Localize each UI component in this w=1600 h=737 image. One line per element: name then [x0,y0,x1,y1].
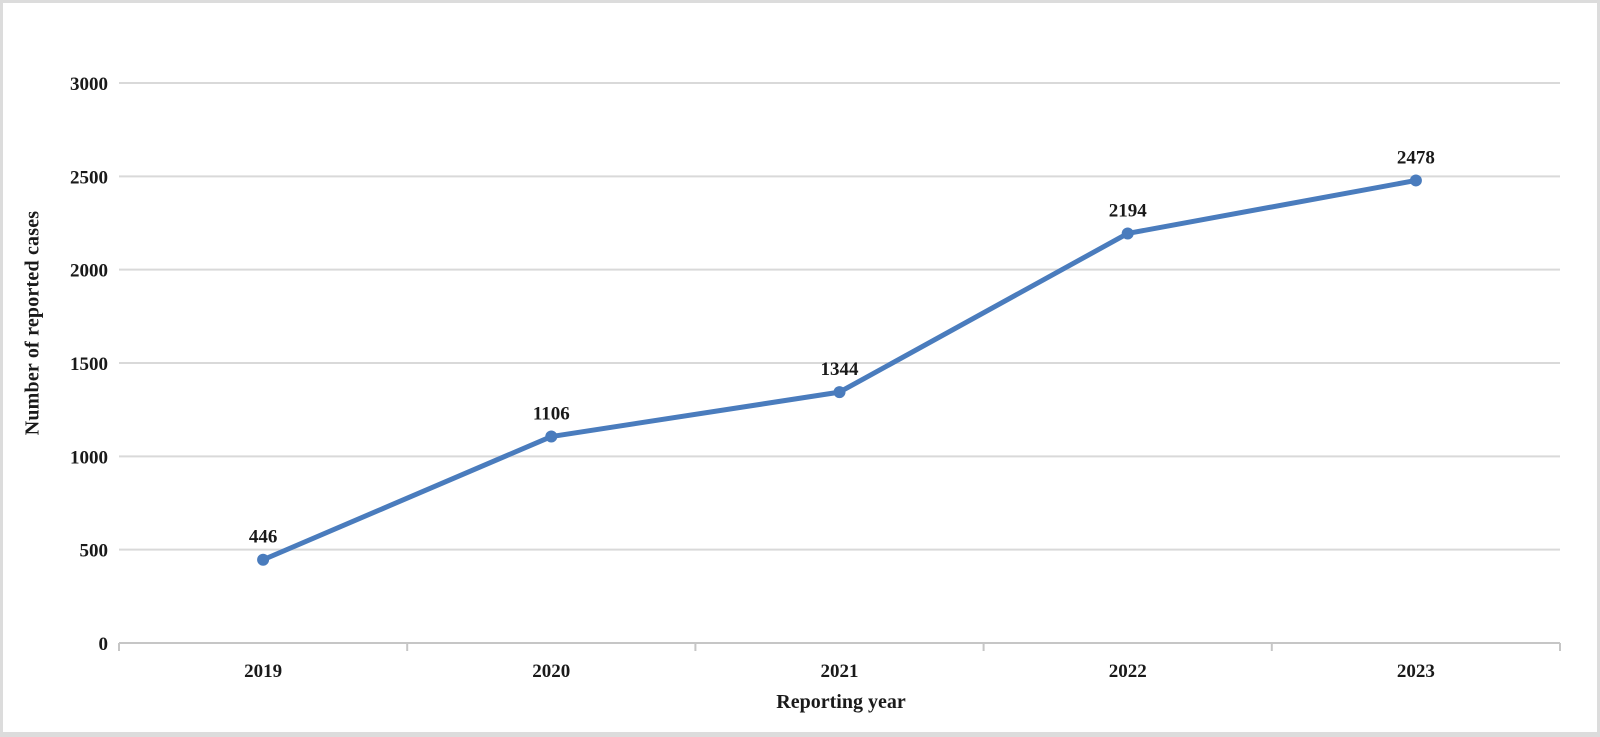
line-chart: 0 500 1000 1500 2000 2500 3000 2019 2020 2021 202… [70,74,1561,682]
gridlines [119,82,1560,551]
y-tick-label: 1000 [70,447,108,468]
x-tick-label: 2020 [532,661,570,682]
data-point-label: 1106 [533,404,570,425]
data-point [1121,227,1134,240]
x-tick-labels: 2019 2020 2021 2022 2023 [244,661,1435,682]
data-point-label: 1344 [821,359,860,380]
data-labels: 446 1106 1344 2194 2478 [249,147,1435,547]
data-point-label: 446 [249,527,278,548]
data-point [545,430,558,443]
y-tick-labels: 0 500 1000 1500 2000 2500 3000 [70,74,108,655]
x-axis-title: Reporting year [776,691,906,713]
data-point [833,386,846,399]
y-tick-label: 3000 [70,74,108,95]
x-tick-label: 2023 [1397,661,1435,682]
y-tick-label: 0 [99,634,109,655]
data-series [257,174,1422,566]
x-axis [118,642,1561,651]
y-tick-label: 500 [80,541,109,562]
x-tick-label: 2019 [244,661,282,682]
x-tick-label: 2021 [821,661,859,682]
y-tick-label: 1500 [70,354,108,375]
y-tick-label: 2500 [70,167,108,188]
data-point [257,553,270,566]
y-tick-label: 2000 [70,261,108,282]
x-tick-label: 2022 [1109,661,1147,682]
data-point-label: 2478 [1397,147,1435,168]
data-point-label: 2194 [1109,200,1148,221]
data-point [1409,174,1422,187]
y-axis-title-text: Number of reported cases [21,210,44,436]
